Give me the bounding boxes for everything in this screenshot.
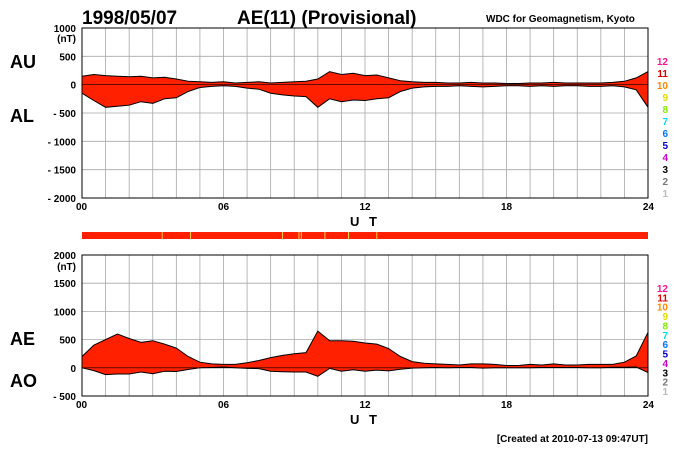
y-tick-label: 1000 bbox=[54, 24, 77, 35]
x-tick-label: 12 bbox=[359, 202, 371, 213]
series-line-ae bbox=[81, 330, 649, 366]
station-count-label: 10 bbox=[657, 81, 669, 92]
station-count-label: 11 bbox=[657, 293, 668, 304]
series-label-al: AL bbox=[10, 106, 34, 126]
y-tick-label: - 500 bbox=[53, 109, 76, 120]
x-tick-label: 18 bbox=[501, 202, 513, 213]
station-count-label: 10 bbox=[657, 303, 669, 314]
station-count-label: 12 bbox=[657, 57, 669, 68]
plot-frame bbox=[81, 27, 649, 199]
station-count-label: 5 bbox=[662, 350, 668, 361]
station-count-label: 12 bbox=[657, 284, 669, 295]
unit-label: (nT) bbox=[57, 262, 76, 273]
x-tick-label: 06 bbox=[218, 400, 230, 411]
station-count-label: 5 bbox=[662, 141, 668, 152]
y-tick-label: 500 bbox=[59, 52, 76, 63]
series-line-au bbox=[81, 71, 649, 84]
station-count-label: 9 bbox=[662, 312, 668, 323]
plot-date: 1998/05/07 bbox=[82, 8, 177, 29]
x-tick-label: 00 bbox=[76, 202, 88, 213]
unit-label: (nT) bbox=[57, 34, 76, 45]
station-count-label: 7 bbox=[662, 331, 668, 342]
x-axis-label: U T bbox=[350, 214, 380, 229]
envelope-fill bbox=[82, 71, 648, 108]
index-title: AE(11) (Provisional) bbox=[237, 8, 417, 29]
au-al-panel: 1000 500 0 - 500 - 1000 - 1500 - 2000 (nT) 00 06 1… bbox=[10, 24, 668, 229]
x-tick-label: 06 bbox=[218, 202, 230, 213]
series-label-ao: AO bbox=[10, 371, 37, 391]
series-label-au: AU bbox=[10, 52, 36, 72]
y-tick-label: - 1500 bbox=[48, 166, 77, 177]
x-axis-label: U T bbox=[350, 412, 380, 427]
station-strip-bar bbox=[82, 232, 648, 239]
station-count-label: 9 bbox=[662, 93, 668, 104]
station-count-label: 3 bbox=[662, 368, 668, 379]
station-count-label: 6 bbox=[662, 129, 668, 140]
station-count-label: 4 bbox=[662, 359, 668, 370]
envelope-fill bbox=[82, 331, 648, 377]
y-tick-label: - 2000 bbox=[48, 194, 77, 205]
y-tick-label: 0 bbox=[70, 364, 76, 375]
x-tick-label: 00 bbox=[76, 400, 88, 411]
station-count-label: 8 bbox=[662, 105, 668, 116]
plot-frame bbox=[81, 254, 649, 397]
x-tick-label: 24 bbox=[643, 400, 655, 411]
data-source: WDC for Geomagnetism, Kyoto bbox=[486, 14, 635, 25]
created-timestamp: [Created at 2010-07-13 09:47UT] bbox=[497, 434, 648, 445]
y-tick-label: 2000 bbox=[54, 251, 77, 262]
station-count-label: 2 bbox=[662, 378, 668, 389]
station-count-label: 6 bbox=[662, 340, 668, 351]
y-tick-label: - 1000 bbox=[48, 137, 77, 148]
y-tick-label: 1500 bbox=[54, 279, 77, 290]
station-count-label: 1 bbox=[662, 387, 668, 398]
x-tick-label: 24 bbox=[643, 202, 655, 213]
x-tick-label: 18 bbox=[501, 400, 513, 411]
y-tick-label: - 500 bbox=[53, 392, 76, 403]
station-count-label: 3 bbox=[662, 165, 668, 176]
x-tick-label: 12 bbox=[359, 400, 371, 411]
y-tick-label: 0 bbox=[70, 81, 76, 92]
station-strip bbox=[82, 232, 648, 239]
series-line-al bbox=[81, 85, 649, 108]
station-count-label: 11 bbox=[657, 69, 668, 80]
y-tick-label: 500 bbox=[59, 336, 76, 347]
y-tick-label: 1000 bbox=[54, 307, 77, 318]
station-count-label: 4 bbox=[662, 153, 668, 164]
station-count-label: 2 bbox=[662, 177, 668, 188]
station-count-label: 8 bbox=[662, 321, 668, 332]
station-count-label: 1 bbox=[662, 189, 668, 200]
series-label-ae: AE bbox=[10, 329, 35, 349]
station-count-label: 7 bbox=[662, 117, 668, 128]
